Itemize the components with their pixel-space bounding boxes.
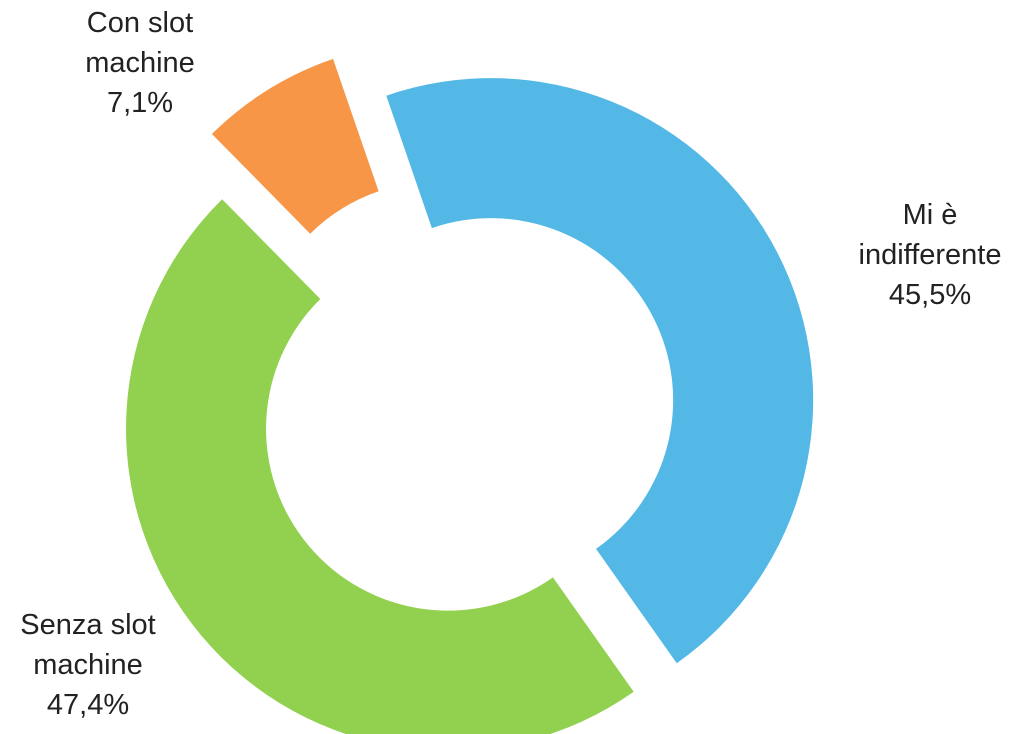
donut-slice <box>126 199 634 734</box>
category-label: Senza slot machine <box>20 609 156 681</box>
value-label: 47,4% <box>46 689 130 721</box>
value-label: 7,1% <box>106 87 174 119</box>
slice-label: Senza slot machine 47,4% <box>0 605 183 725</box>
value-label: 45,5% <box>888 279 972 311</box>
category-label: Con slot machine <box>85 7 195 79</box>
slice-label: Con slot machine 7,1% <box>45 3 235 123</box>
donut-slice <box>211 58 379 234</box>
donut-slice <box>386 78 814 664</box>
category-label: Mi è indifferente <box>858 199 1002 271</box>
slice-label: Mi è indifferente 45,5% <box>835 195 1009 315</box>
